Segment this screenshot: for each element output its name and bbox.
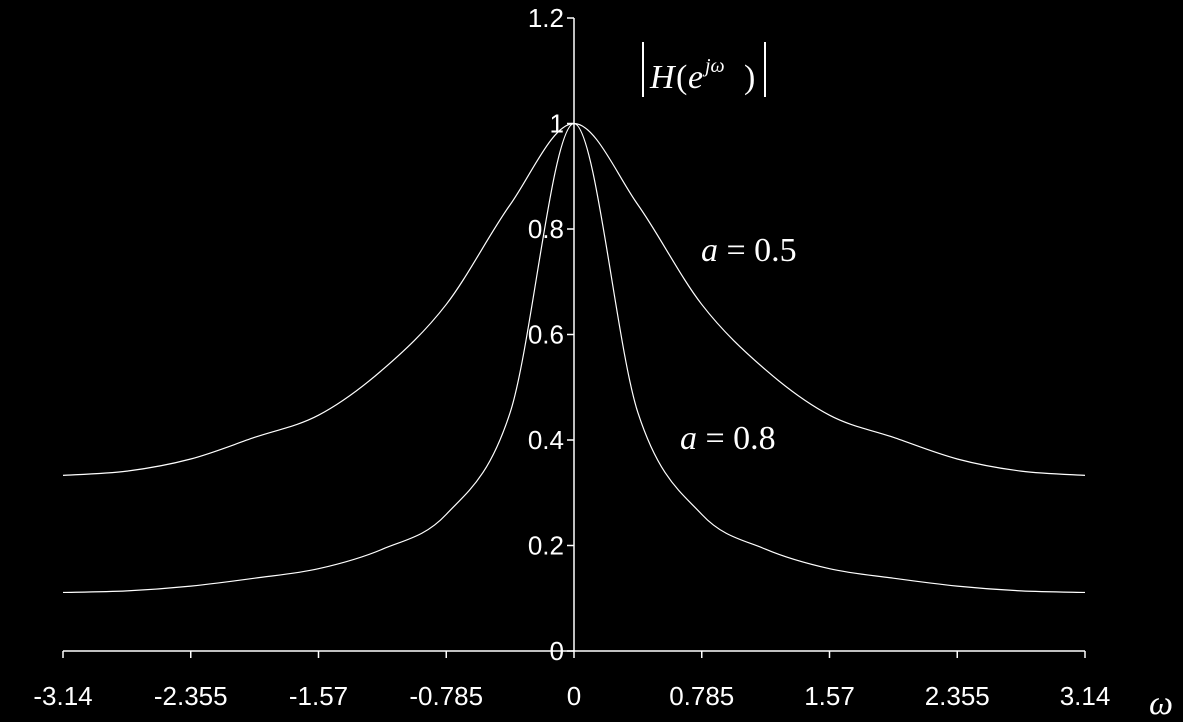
- x-tick-label: 3.14: [1060, 681, 1111, 711]
- curves: [62, 122, 1086, 594]
- series-label-a-0.5: a = 0.5: [701, 232, 797, 269]
- y-title-H: H: [649, 59, 677, 96]
- series-label-value-0.5: = 0.5: [718, 232, 797, 269]
- x-axis-ticks: -3.14 -2.355 -1.57 -0.785 0 0.785 1.57 2.355 3.1…: [33, 651, 1110, 711]
- x-tick-label: 0.785: [669, 681, 734, 711]
- y-tick-label: 1: [550, 109, 564, 139]
- y-title-close-paren: ): [744, 59, 755, 96]
- x-tick-label: 1.57: [804, 681, 855, 711]
- series-label-a-0.8: a = 0.8: [680, 420, 776, 457]
- x-tick-label: -3.14: [33, 681, 92, 711]
- x-tick-label: -2.355: [154, 681, 228, 711]
- x-axis-symbol: ω: [1149, 685, 1173, 722]
- series-label-value-0.8: = 0.8: [697, 420, 776, 457]
- x-tick-label: -0.785: [409, 681, 483, 711]
- series-line-a-0.8: [62, 122, 1086, 594]
- y-axis-ticks: 00.20.40.60.811.2: [528, 3, 574, 666]
- y-title-e: e: [688, 59, 703, 96]
- y-tick-label: 0.2: [528, 531, 564, 561]
- x-tick-label: 0: [567, 681, 581, 711]
- y-title-open-paren: (: [676, 59, 687, 96]
- x-tick-label: -1.57: [289, 681, 348, 711]
- series-label-a-symbol: a: [701, 232, 718, 269]
- x-tick-label: 2.355: [925, 681, 990, 711]
- series-label-a-symbol: a: [680, 420, 697, 457]
- y-axis-title: H ( e jω ): [642, 42, 766, 97]
- y-tick-label: 1.2: [528, 3, 564, 33]
- y-tick-label: 0.4: [528, 425, 564, 455]
- y-tick-label: 0: [550, 636, 564, 666]
- y-tick-label: 0.6: [528, 320, 564, 350]
- y-title-exponent: jω: [702, 55, 725, 77]
